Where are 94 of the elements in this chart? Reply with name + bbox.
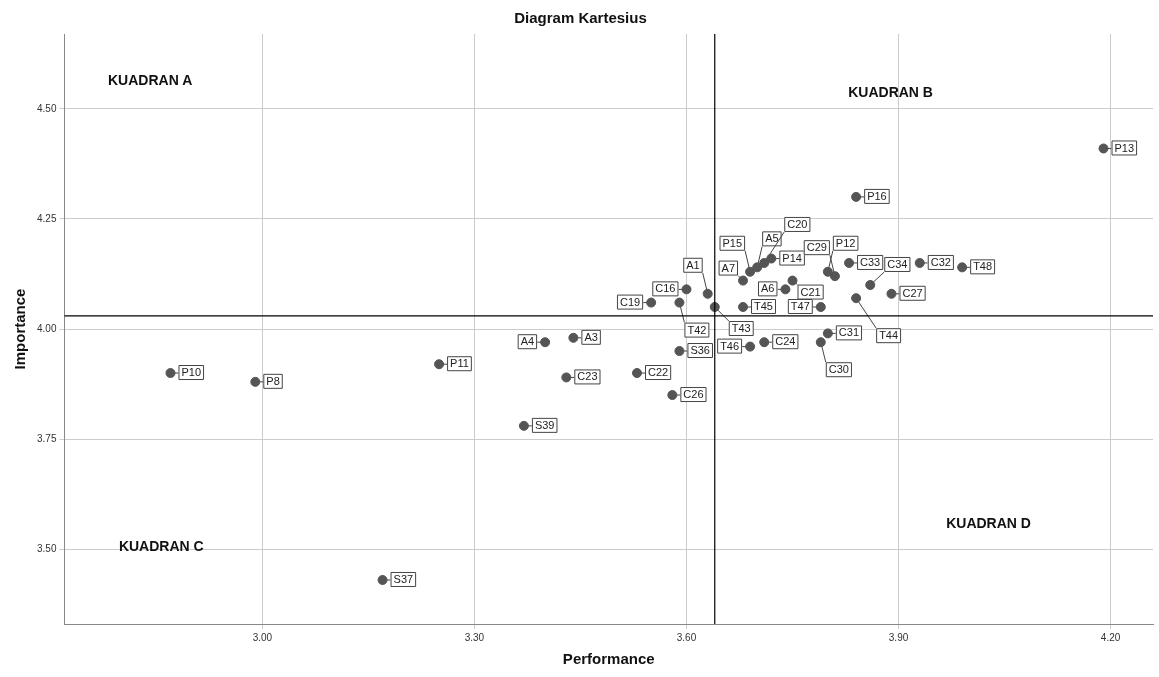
annotation: KUADRAN B xyxy=(848,83,933,100)
x-tick-label: 3.90 xyxy=(888,631,909,643)
point xyxy=(851,191,862,202)
annotation: P8 xyxy=(266,374,280,387)
annotation: P13 xyxy=(1114,141,1135,154)
chart-title: Diagram Kartesius xyxy=(514,9,647,27)
annotation: A7 xyxy=(721,261,736,274)
annotation: C16 xyxy=(655,282,676,295)
x-tick-label: 3.60 xyxy=(676,631,697,643)
annotation: S36 xyxy=(690,344,710,357)
x-axis-title: Performance xyxy=(562,650,655,668)
annotation: P11 xyxy=(450,357,469,370)
annotation: C23 xyxy=(577,370,598,383)
point xyxy=(844,257,855,268)
point xyxy=(914,257,925,268)
annotation: C29 xyxy=(806,241,827,254)
point xyxy=(780,284,791,295)
annotation: C26 xyxy=(683,388,704,401)
point xyxy=(815,301,826,312)
point xyxy=(674,346,685,357)
point xyxy=(766,253,777,264)
point xyxy=(886,288,897,299)
point xyxy=(851,293,862,304)
point xyxy=(865,279,876,290)
point xyxy=(434,359,445,370)
y-tick-label: 3.50 xyxy=(36,542,57,554)
point xyxy=(829,271,840,282)
x-tick-label: 4.20 xyxy=(1100,631,1121,643)
annotation: P16 xyxy=(867,189,887,202)
y-tick-label: 4.50 xyxy=(36,102,57,114)
point xyxy=(822,266,833,277)
point xyxy=(540,337,551,348)
point xyxy=(738,275,749,286)
annotation: S37 xyxy=(393,573,414,585)
annotation: C32 xyxy=(930,255,951,268)
annotation: C20 xyxy=(787,217,808,230)
point xyxy=(745,341,756,352)
annotation: KUADRAN A xyxy=(108,72,193,89)
annotation: T47 xyxy=(790,300,810,313)
point xyxy=(250,376,261,387)
point xyxy=(759,337,770,348)
point xyxy=(561,372,572,383)
annotation: A1 xyxy=(686,258,700,271)
y-tick-label: 4.00 xyxy=(36,322,57,334)
point xyxy=(957,262,968,273)
annotation: T45 xyxy=(754,300,773,313)
annotation: C30 xyxy=(828,363,849,376)
annotation: T42 xyxy=(687,323,707,336)
y-tick-label: 3.75 xyxy=(36,432,57,444)
point xyxy=(681,284,692,295)
point xyxy=(165,368,176,379)
point xyxy=(738,301,749,312)
point xyxy=(787,275,798,286)
annotation: KUADRAN C xyxy=(118,538,204,555)
annotation: T48 xyxy=(973,260,993,273)
point xyxy=(646,297,657,308)
annotation: P15 xyxy=(722,236,743,249)
annotation: C33 xyxy=(860,255,881,268)
point xyxy=(759,257,770,268)
annotation: S39 xyxy=(534,418,555,431)
annotation: A3 xyxy=(584,330,598,343)
x-tick-label: 3.30 xyxy=(464,631,485,643)
point xyxy=(815,337,826,348)
annotation: T46 xyxy=(720,339,740,352)
annotation: P10 xyxy=(181,366,202,379)
annotation: A6 xyxy=(760,282,775,295)
annotation: C19 xyxy=(619,295,641,308)
annotation: T44 xyxy=(879,329,899,342)
y-axis-title: Importance xyxy=(11,288,29,370)
annotation: KUADRAN D xyxy=(946,514,1031,531)
annotation: C34 xyxy=(887,258,908,270)
point xyxy=(752,262,763,273)
annotation: T43 xyxy=(731,322,751,335)
annotation: P14 xyxy=(782,251,802,264)
annotation: C27 xyxy=(902,286,923,299)
annotation: A5 xyxy=(765,232,779,245)
annotation: C21 xyxy=(800,285,821,298)
point xyxy=(822,328,833,339)
x-tick-label: 3.00 xyxy=(252,631,273,643)
y-tick-label: 4.25 xyxy=(36,212,57,224)
point xyxy=(377,574,388,585)
point xyxy=(568,332,579,343)
point xyxy=(674,297,685,308)
point xyxy=(667,390,678,401)
annotation: C31 xyxy=(838,326,860,339)
point xyxy=(702,288,713,299)
point xyxy=(518,420,529,431)
annotation: P12 xyxy=(835,236,856,249)
annotation: C22 xyxy=(648,366,669,379)
point xyxy=(1098,143,1109,154)
annotation: A4 xyxy=(520,335,535,348)
point xyxy=(632,368,643,379)
annotation: C24 xyxy=(775,335,796,348)
point xyxy=(745,266,756,277)
